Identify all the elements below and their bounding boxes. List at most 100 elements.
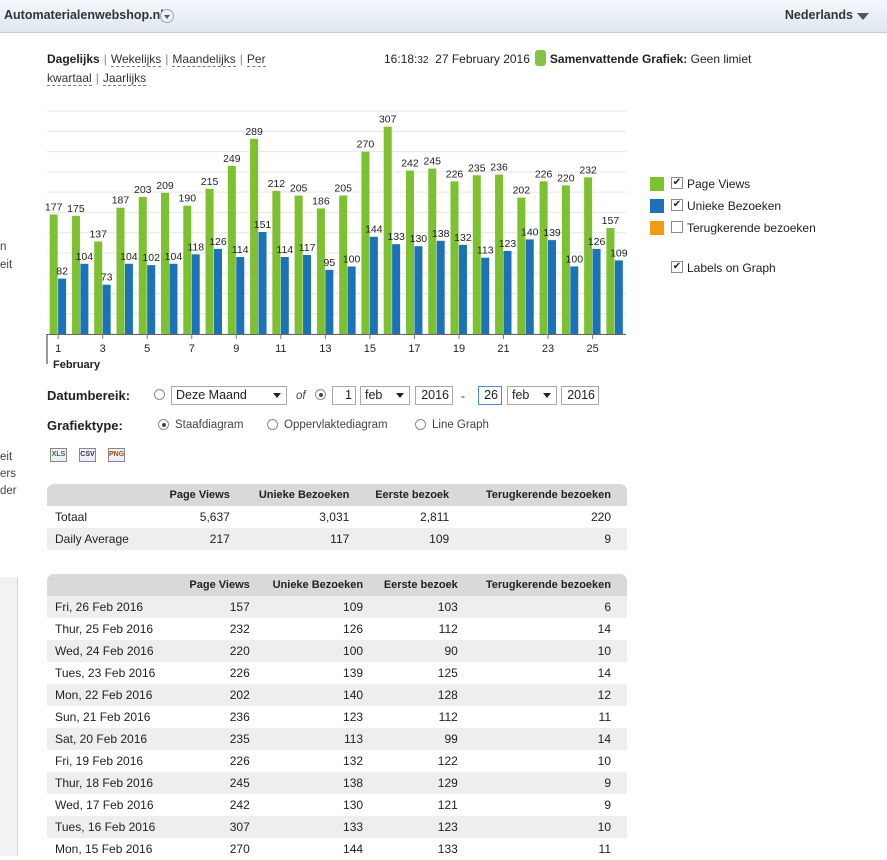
type-bar-radio[interactable] — [158, 419, 169, 430]
period-quarterly-b[interactable]: kwartaal — [47, 71, 92, 86]
bar-unique — [102, 284, 111, 334]
cell-value: 138 — [259, 772, 374, 794]
type-area-radio[interactable] — [267, 419, 278, 430]
cell-value: 99 — [373, 728, 468, 750]
data-label: 95 — [323, 257, 335, 269]
data-label: 249 — [223, 153, 241, 165]
x-tick-label: 25 — [586, 343, 598, 355]
data-label: 175 — [67, 203, 85, 215]
cell-value: 117 — [239, 528, 360, 550]
data-label: 126 — [588, 236, 606, 248]
type-area-label: Oppervlaktediagram — [284, 419, 388, 431]
cell-value: 5,637 — [199, 510, 230, 524]
language-selector[interactable]: Nederlands — [784, 8, 853, 22]
site-dropdown-icon[interactable] — [160, 9, 174, 23]
bar-unique — [392, 244, 401, 334]
to-day-input[interactable]: 26 — [478, 386, 502, 405]
from-year-input[interactable]: 2016 — [415, 386, 453, 405]
data-label: 220 — [557, 172, 575, 184]
cell-value: 10 — [467, 816, 627, 838]
bar-unique — [191, 254, 200, 334]
data-label: 144 — [365, 224, 383, 236]
cell-value: 100 — [259, 640, 374, 662]
bar-page-views — [450, 181, 459, 334]
cell-value: 11 — [598, 842, 611, 856]
row-label: Thur, 25 Feb 2016 — [55, 622, 154, 636]
preset-select[interactable]: Deze Maand — [171, 386, 287, 405]
data-label: 270 — [357, 139, 375, 151]
cell-value: 133 — [437, 842, 458, 856]
custom-range-radio[interactable] — [315, 389, 326, 400]
column-header: Eerste bezoek — [359, 484, 460, 506]
data-label: 151 — [254, 219, 272, 231]
bar-unique — [570, 266, 579, 334]
chart-type-label: Grafiektype: — [47, 418, 123, 433]
bar-page-views — [272, 190, 281, 334]
period-monthly[interactable]: Maandelijks — [172, 52, 236, 67]
cell-value: 2,811 — [420, 510, 450, 524]
cell-value: 14 — [597, 622, 611, 636]
legend-checkbox-page-views[interactable]: ✔ — [671, 177, 683, 189]
x-tick-label: 19 — [453, 343, 465, 355]
legend-checkbox-returning[interactable] — [671, 221, 683, 233]
cell-value: 232 — [229, 622, 250, 636]
row-label: Fri, 26 Feb 2016 — [47, 596, 181, 618]
x-tick-label: 21 — [497, 343, 509, 355]
or-label: of — [296, 390, 306, 402]
cell-value: 6 — [467, 596, 627, 618]
cell-value: 130 — [343, 798, 364, 812]
bar-page-views — [561, 185, 570, 334]
column-header — [47, 574, 181, 596]
table-row: Fri, 26 Feb 2016 157 109 103 6 — [47, 596, 627, 618]
legend-label: Terugkerende bezoeken — [687, 221, 816, 235]
table-row: Sat, 20 Feb 2016 235 113 99 14 — [47, 728, 627, 750]
cell-value: 242 — [229, 798, 250, 812]
export-csv-icon[interactable]: CSV — [79, 448, 96, 462]
preset-radio[interactable] — [154, 389, 165, 400]
bar-unique — [414, 246, 423, 334]
legend-swatch — [650, 177, 664, 191]
legend-label: Unieke Bezoeken — [687, 199, 782, 213]
from-day-input[interactable]: 1 — [332, 386, 356, 405]
from-month-select[interactable]: feb — [360, 386, 410, 405]
bar-unique — [481, 257, 490, 334]
type-line-label: Line Graph — [432, 419, 489, 431]
export-xls-icon[interactable]: XLS — [50, 448, 67, 462]
bar-unique — [236, 257, 245, 334]
to-year-input[interactable]: 2016 — [561, 386, 599, 405]
period-quarterly-a[interactable]: Per — [246, 52, 266, 67]
period-selector: Dagelijks | Wekelijks | Maandelijks | Per kwart… — [47, 50, 307, 88]
language-arrow-icon[interactable] — [857, 13, 869, 20]
header-info: 16:18:32 27 February 2016 Samenvattende G… — [384, 50, 751, 66]
legend-checkbox-unique[interactable]: ✔ — [671, 199, 683, 211]
cell-value: 122 — [437, 754, 458, 768]
data-label: 203 — [134, 184, 152, 196]
period-weekly[interactable]: Wekelijks — [110, 52, 162, 67]
bar-unique — [458, 244, 467, 334]
data-label: 177 — [45, 201, 63, 213]
data-label: 133 — [387, 231, 405, 243]
site-name[interactable]: Automaterialenwebshop.nl — [4, 8, 164, 22]
export-png-icon[interactable]: PNG — [108, 448, 125, 462]
period-yearly[interactable]: Jaarlijks — [102, 71, 147, 86]
bar-unique — [213, 248, 222, 334]
sidebar-text: n — [0, 241, 7, 253]
x-tick-label: 7 — [189, 343, 195, 355]
column-header — [47, 484, 157, 506]
bar-page-views — [383, 126, 392, 335]
bar-unique — [124, 263, 133, 334]
period-daily[interactable]: Dagelijks — [47, 52, 100, 66]
bar-page-views — [161, 192, 170, 334]
data-label: 187 — [112, 195, 130, 207]
labels-on-graph-checkbox[interactable]: ✔ — [671, 261, 683, 273]
bar-unique — [147, 265, 156, 334]
to-month-select[interactable]: feb — [507, 386, 557, 405]
type-line-radio[interactable] — [415, 419, 426, 430]
cell-value: 121 — [437, 798, 458, 812]
data-label: 205 — [334, 183, 352, 195]
data-label: 104 — [76, 251, 94, 263]
data-label: 104 — [165, 251, 183, 263]
bar-page-views — [138, 196, 147, 334]
cell-value: 235 — [180, 728, 260, 750]
x-tick-label: 1 — [55, 343, 61, 355]
